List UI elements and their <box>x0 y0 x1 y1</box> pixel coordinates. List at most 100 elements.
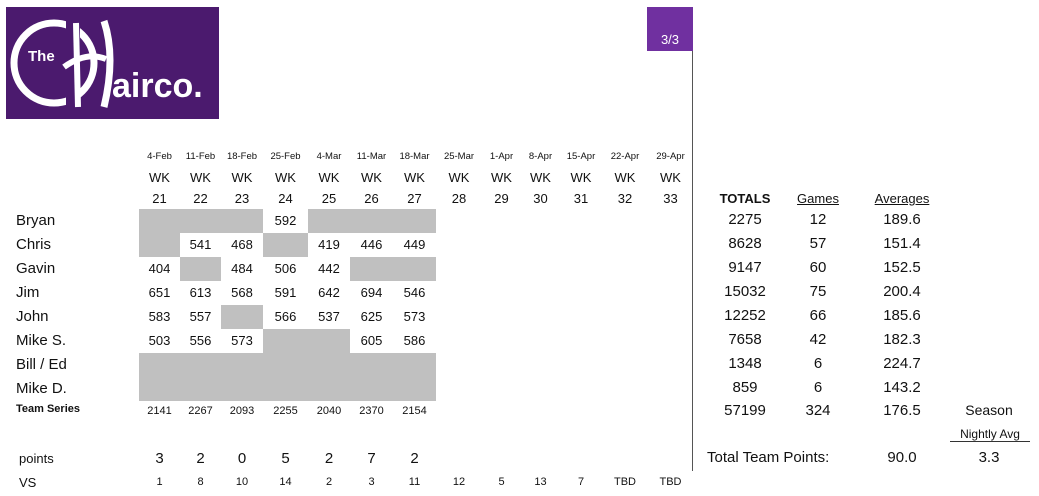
empty-score-cell <box>180 209 221 233</box>
week-date: 18-Feb <box>226 151 258 162</box>
player-average: 200.4 <box>883 283 921 300</box>
points-value: 0 <box>237 450 247 467</box>
player-games: 42 <box>809 331 827 348</box>
player-average: 189.6 <box>883 211 921 228</box>
empty-score-cell <box>350 377 393 401</box>
player-games: 12 <box>809 211 827 228</box>
team-series-value: 2267 <box>188 405 213 417</box>
player-total: 7658 <box>728 331 762 348</box>
column-divider <box>692 51 693 471</box>
empty-score-cell <box>350 209 393 233</box>
week-wk-label: WK <box>149 170 170 185</box>
week-date: 1-Apr <box>489 151 514 162</box>
score-cell: 541 <box>189 237 212 252</box>
week-wk-label: WK <box>491 170 512 185</box>
player-name: Gavin <box>16 260 56 277</box>
total-team-points-label: Total Team Points: <box>707 449 830 466</box>
player-total: 2275 <box>728 211 762 228</box>
score-cell: 537 <box>318 309 340 324</box>
score-cell: 694 <box>360 285 383 300</box>
score-cell: 651 <box>148 285 171 300</box>
week-date: 29-Apr <box>656 151 685 162</box>
week-wk-label: WK <box>318 170 340 185</box>
player-games: 60 <box>809 259 827 276</box>
player-name: Bryan <box>16 212 56 229</box>
opponent-number: 10 <box>235 476 249 488</box>
score-cell: 573 <box>231 333 253 348</box>
empty-score-cell <box>263 377 308 401</box>
empty-score-cell <box>139 353 180 377</box>
score-cell: 404 <box>148 261 171 276</box>
week-date: 11-Mar <box>356 151 387 162</box>
opponent-number: 12 <box>452 476 466 488</box>
player-average: 151.4 <box>883 235 921 252</box>
score-cell: 568 <box>231 285 253 300</box>
player-name: Jim <box>16 284 40 301</box>
player-average: 143.2 <box>883 379 921 396</box>
score-cell: 583 <box>148 309 171 324</box>
games-header: Games <box>797 191 839 206</box>
week-date: 25-Mar <box>443 151 475 162</box>
player-name: Chris <box>16 236 52 253</box>
week-wk-label: WK <box>190 170 211 185</box>
score-cell: 642 <box>318 285 340 300</box>
empty-score-cell <box>393 377 436 401</box>
nightly-avg-value: 3.3 <box>978 449 1000 466</box>
week-wk-label: WK <box>231 170 253 185</box>
opponent-number: 11 <box>408 476 421 488</box>
player-name: Mike D. <box>16 380 67 397</box>
player-average: 185.6 <box>883 307 921 324</box>
player-games: 6 <box>813 355 823 372</box>
points-value: 2 <box>410 450 419 467</box>
opponent-number: 3 <box>368 476 375 488</box>
week-wk-label: WK <box>404 170 425 185</box>
player-total: 15032 <box>724 283 766 300</box>
week-date: 8-Apr <box>528 151 553 162</box>
week-number: 23 <box>234 191 250 206</box>
player-name: John <box>16 308 49 325</box>
team-series-value: 2255 <box>273 405 298 417</box>
empty-score-cell <box>139 209 180 233</box>
player-average: 152.5 <box>883 259 921 276</box>
score-cell: 566 <box>274 309 297 324</box>
opponent-number: 13 <box>534 476 547 488</box>
score-cell: 592 <box>274 213 297 228</box>
team-series-total: 57199 <box>724 402 766 419</box>
player-games: 6 <box>813 379 823 396</box>
empty-score-cell <box>221 305 263 329</box>
player-name: Mike S. <box>16 332 67 349</box>
score-cell: 442 <box>318 261 340 276</box>
week-date: 18-Mar <box>399 151 430 162</box>
player-games: 75 <box>809 283 827 300</box>
totals-header: TOTALS <box>719 191 771 206</box>
player-total: 12252 <box>724 307 766 324</box>
points-value: 2 <box>324 450 334 467</box>
empty-score-cell <box>221 209 263 233</box>
team-series-value: 2093 <box>229 405 255 417</box>
score-cell: 419 <box>318 237 340 252</box>
score-cell: 556 <box>189 333 212 348</box>
empty-score-cell <box>180 377 221 401</box>
week-number: 31 <box>573 191 589 206</box>
company-logo: The airco. <box>6 7 219 119</box>
empty-score-cell <box>350 353 393 377</box>
score-cell: 586 <box>403 333 426 348</box>
vs-label: VS <box>19 475 37 490</box>
player-total: 9147 <box>728 259 762 276</box>
score-cell: 449 <box>403 237 426 252</box>
week-number: 27 <box>407 191 422 206</box>
week-number: 25 <box>321 191 337 206</box>
svg-text:airco.: airco. <box>112 67 203 105</box>
player-total: 1348 <box>728 355 762 372</box>
empty-score-cell <box>139 233 180 257</box>
player-games: 66 <box>809 307 827 324</box>
opponent-number: TBD <box>659 476 682 488</box>
empty-score-cell <box>263 233 308 257</box>
player-average: 224.7 <box>883 355 921 372</box>
week-number: 29 <box>494 191 509 206</box>
week-date: 22-Apr <box>610 151 640 162</box>
empty-score-cell <box>221 353 263 377</box>
score-cell: 605 <box>360 333 383 348</box>
empty-score-cell <box>308 209 350 233</box>
week-number: 21 <box>152 191 167 206</box>
